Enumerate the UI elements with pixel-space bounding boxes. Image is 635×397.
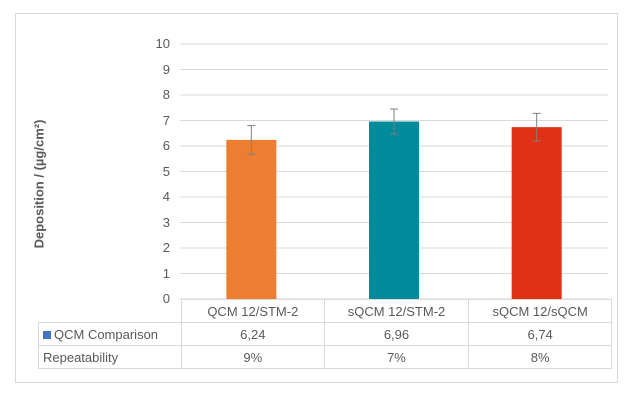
category-label: sQCM 12/sQCM xyxy=(467,299,613,323)
y-tick-label: 7 xyxy=(162,112,170,128)
table-cell: 8% xyxy=(467,345,613,369)
y-tick-label: 9 xyxy=(162,61,170,77)
y-tick-label: 0 xyxy=(162,291,170,306)
bar-3 xyxy=(511,127,562,299)
row-label-text: Repeatability xyxy=(43,349,119,365)
bar-1 xyxy=(226,139,277,299)
y-tick-label: 1 xyxy=(162,265,170,281)
category-label: QCM 12/STM-2 xyxy=(180,299,326,323)
table-cell: 6,24 xyxy=(180,322,326,346)
bar-2 xyxy=(369,121,419,300)
y-tick-label: 10 xyxy=(155,36,170,51)
y-tick-label: 6 xyxy=(162,138,170,153)
chart-plot xyxy=(180,43,608,300)
table-cell: 6,74 xyxy=(467,322,613,346)
table-row: QCM Comparison 6,24 6,96 6,74 xyxy=(38,322,613,346)
y-tick-label: 8 xyxy=(162,87,170,102)
category-label: sQCM 12/STM-2 xyxy=(324,299,469,323)
table-cell: 9% xyxy=(180,345,326,369)
table-cell: 7% xyxy=(324,345,469,369)
table-header-row: QCM 12/STM-2 sQCM 12/STM-2 sQCM 12/sQCM xyxy=(38,299,613,323)
y-tick-label: 5 xyxy=(162,163,170,179)
y-axis-label: Deposition / (µg/cm²) xyxy=(31,119,47,249)
row-label-text: QCM Comparison xyxy=(54,326,159,342)
table-row: Repeatability 9% 7% 8% xyxy=(38,345,613,369)
table-cell: 6,96 xyxy=(324,322,469,346)
legend-key-icon xyxy=(43,330,51,339)
chart-area: Deposition / (µg/cm²) 0 1 2 3 4 5 6 7 8 9 10 QCM 1… xyxy=(15,13,618,383)
y-tick-label: 3 xyxy=(162,214,170,230)
data-table: QCM 12/STM-2 sQCM 12/STM-2 sQCM 12/sQCM QCM… xyxy=(38,299,613,369)
row-label: QCM Comparison xyxy=(38,322,182,346)
table-corner xyxy=(38,299,182,323)
y-tick-label: 2 xyxy=(162,240,170,255)
y-tick-label: 4 xyxy=(162,189,170,204)
row-label: Repeatability xyxy=(38,345,182,369)
